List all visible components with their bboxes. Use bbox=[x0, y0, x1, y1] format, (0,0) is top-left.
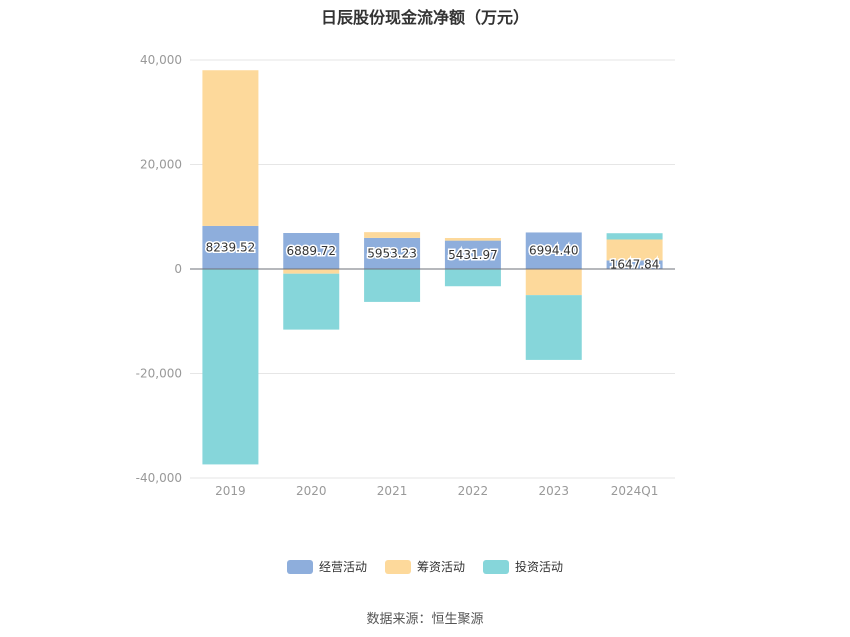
data-label: 8239.52 bbox=[206, 240, 256, 254]
bar-segment bbox=[606, 239, 663, 261]
legend: 经营活动 筹资活动 投资活动 bbox=[0, 558, 850, 575]
legend-label: 投资活动 bbox=[515, 560, 564, 574]
legend-swatch bbox=[384, 559, 411, 574]
bar-layer bbox=[202, 70, 663, 465]
x-tick-label: 2020 bbox=[296, 484, 327, 498]
y-tick-label: -20,000 bbox=[136, 367, 182, 381]
bar-segment bbox=[525, 269, 582, 296]
bar-segment bbox=[444, 269, 501, 287]
legend-swatch bbox=[483, 559, 509, 574]
x-tick-label: 2022 bbox=[458, 484, 489, 498]
data-source: 数据来源：恒生聚源 bbox=[366, 612, 484, 627]
bar-segment bbox=[202, 70, 259, 226]
y-tick-label: 40,000 bbox=[140, 53, 182, 67]
chart-title: 日辰股份现金流净额（万元） bbox=[320, 8, 529, 27]
data-label: 5431.97 bbox=[448, 248, 498, 262]
x-tick-label: 2023 bbox=[538, 484, 569, 498]
bar-segment bbox=[283, 269, 340, 274]
x-tick-label: 2021 bbox=[377, 484, 408, 498]
bar-segment bbox=[525, 232, 582, 269]
bar-segment bbox=[606, 260, 663, 269]
bar-segment bbox=[606, 233, 663, 240]
data-label: 6889.72 bbox=[286, 244, 336, 258]
bar-segment bbox=[364, 269, 421, 302]
legend-item[interactable]: 经营活动 bbox=[286, 558, 367, 575]
y-tick-label: -40,000 bbox=[136, 471, 182, 485]
bar-segment bbox=[525, 295, 582, 360]
y-tick-label: 20,000 bbox=[140, 158, 182, 172]
bar-segment bbox=[444, 238, 501, 241]
bar-segment bbox=[202, 225, 259, 269]
axis-layer: 40,000 20,000 0 -20,000 -40,000 2019 2020 2021 2… bbox=[136, 53, 675, 498]
bar-segment bbox=[364, 237, 421, 269]
legend-label: 经营活动 bbox=[318, 560, 367, 574]
bar-segment bbox=[444, 240, 501, 269]
label-layer: 8239.52 6889.72 5953.23 5431.97 6994.40 1647.… bbox=[204, 239, 661, 273]
bar-segment bbox=[202, 269, 259, 465]
grid-layer bbox=[190, 59, 675, 479]
data-label: 6994.40 bbox=[529, 244, 579, 258]
bar-segment bbox=[364, 232, 421, 238]
x-tick-label: 2019 bbox=[215, 484, 246, 498]
legend-item[interactable]: 筹资活动 bbox=[384, 558, 465, 575]
legend-item[interactable]: 投资活动 bbox=[483, 558, 563, 575]
legend-label: 筹资活动 bbox=[416, 560, 465, 574]
bar-segment bbox=[283, 273, 340, 330]
data-label: 1647.84 bbox=[610, 258, 660, 272]
y-tick-label: 0 bbox=[174, 262, 182, 276]
bar-segment bbox=[283, 233, 340, 269]
data-label: 5953.23 bbox=[367, 246, 417, 260]
legend-swatch bbox=[286, 559, 313, 574]
x-tick-label: 2024Q1 bbox=[611, 484, 659, 498]
